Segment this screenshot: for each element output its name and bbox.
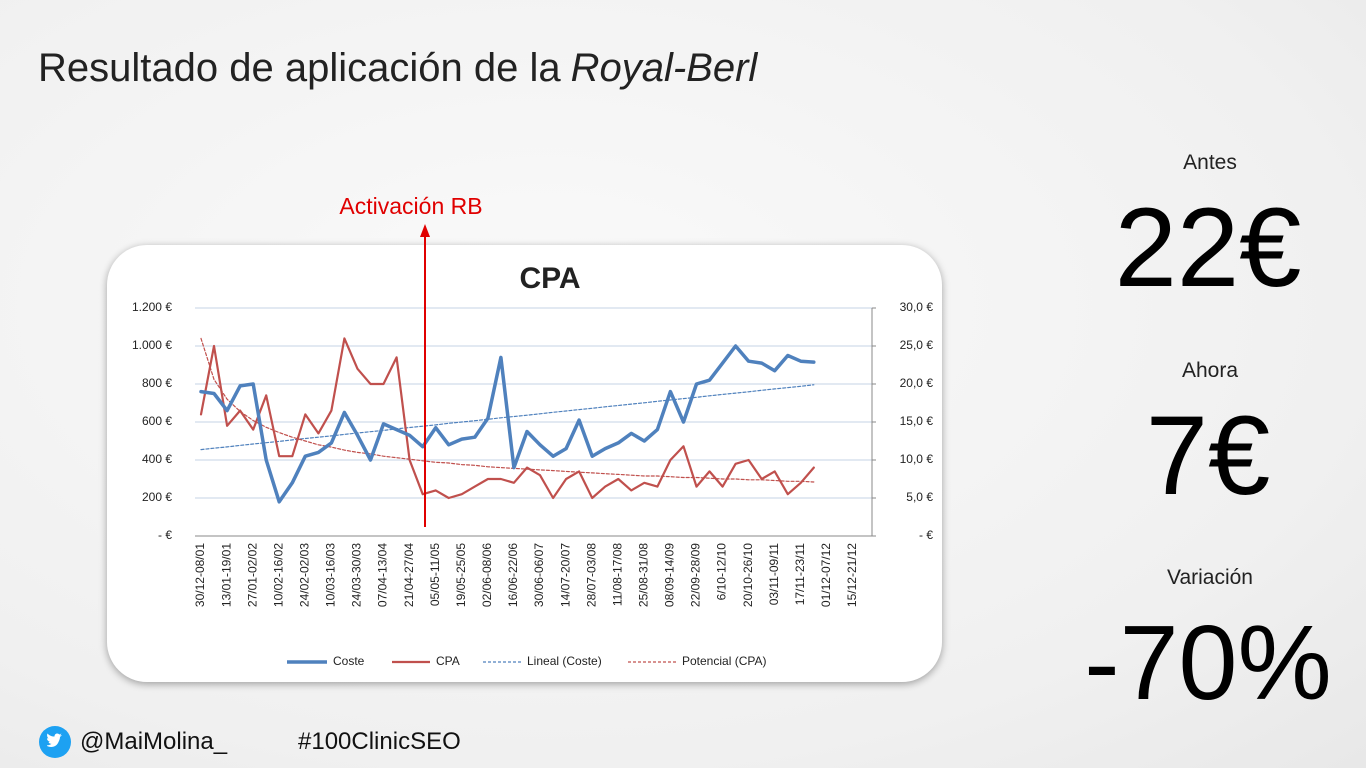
annotation-arrowhead	[420, 224, 430, 237]
x-tick-label: 28/07-03/08	[584, 543, 598, 607]
x-tick-label: 08/09-14/09	[663, 543, 677, 607]
legend-label: Lineal (Coste)	[527, 654, 602, 668]
title-emphasis: Royal-Berl	[570, 46, 758, 90]
y-tick-label: 400 €	[142, 452, 172, 466]
x-tick-label: 10/03-16/03	[324, 543, 338, 607]
x-tick-label: 30/06-06/07	[532, 543, 546, 607]
annotation: Activación RB	[339, 193, 482, 219]
legend-label: CPA	[436, 654, 460, 668]
x-tick-label: 11/08-17/08	[610, 543, 624, 606]
footer-hashtag: #100ClinicSEO	[298, 728, 461, 755]
x-tick-label: 20/10-26/10	[741, 543, 755, 607]
y-tick-label: 800 €	[142, 376, 172, 390]
x-tick-label: 01/12-07/12	[819, 543, 833, 607]
y2-tick-label: 20,0 €	[900, 376, 934, 390]
y2-tick-label: 25,0 €	[900, 338, 934, 352]
y2-tick-label: 15,0 €	[900, 414, 934, 428]
x-tick-label: 07/04-13/04	[376, 543, 390, 607]
x-tick-label: 22/09-28/09	[689, 543, 703, 607]
stat-label: Ahora	[1181, 359, 1239, 382]
plot-area: - € 200 € 400 € 600 € 800 € 1.000 € 1.200 € - €…	[132, 300, 933, 668]
x-tick-label: 30/12-08/01	[193, 543, 207, 607]
y-tick-label: 200 €	[142, 490, 172, 504]
x-tick-label: 25/08-31/08	[637, 543, 651, 607]
stat-value: 7€	[1145, 393, 1271, 518]
x-tick-label: 15/12-21/12	[845, 543, 859, 607]
stat-value: 22€	[1114, 185, 1302, 310]
y2-tick-label: 30,0 €	[900, 300, 934, 314]
chart-title: CPA	[519, 262, 580, 295]
y-tick-label: 1.200 €	[132, 300, 172, 314]
y2-tick-label: 10,0 €	[900, 452, 934, 466]
y-tick-label: 1.000 €	[132, 338, 172, 352]
data-line	[199, 344, 816, 504]
title-text: Resultado de aplicación de la	[38, 46, 561, 90]
data-line	[199, 337, 815, 500]
y2-tick-label: 5,0 €	[906, 490, 933, 504]
x-tick-label: 24/03-30/03	[350, 543, 364, 607]
x-tick-label: 10/02-16/02	[271, 543, 285, 607]
chart-panel	[107, 245, 942, 682]
x-tick-label: 24/02-02/03	[297, 543, 311, 607]
legend-label: Potencial (CPA)	[682, 654, 766, 668]
legend-label: Coste	[333, 654, 365, 668]
x-tick-label: 05/05-11/05	[428, 543, 442, 606]
footer-handle: @MaiMolina_	[80, 728, 228, 755]
x-tick-label: 03/11-09/11	[767, 543, 781, 606]
x-tick-label: 14/07-20/07	[558, 543, 572, 607]
stat-label: Antes	[1183, 151, 1237, 174]
twitter-icon	[39, 726, 71, 758]
x-tick-label: 16/06-22/06	[506, 543, 520, 607]
trend-line	[200, 337, 815, 483]
stat-label: Variación	[1167, 566, 1253, 589]
x-tick-label: 6/10-12/10	[715, 543, 729, 601]
y-tick-label: 600 €	[142, 414, 172, 428]
x-tick-label: 19/05-25/05	[454, 543, 468, 607]
x-tick-label: 21/04-27/04	[402, 543, 416, 607]
y2-tick-label: - €	[919, 528, 933, 542]
y-tick-label: - €	[158, 528, 172, 542]
x-tick-label: 17/11-23/11	[793, 543, 807, 606]
stat-value: -70%	[1084, 604, 1332, 722]
x-tick-label: 13/01-19/01	[219, 543, 233, 607]
slide-title: Resultado de aplicación de la Royal-Berl	[38, 46, 757, 91]
x-tick-label: 27/01-02/02	[245, 543, 259, 607]
x-tick-label: 02/06-08/06	[480, 543, 494, 607]
